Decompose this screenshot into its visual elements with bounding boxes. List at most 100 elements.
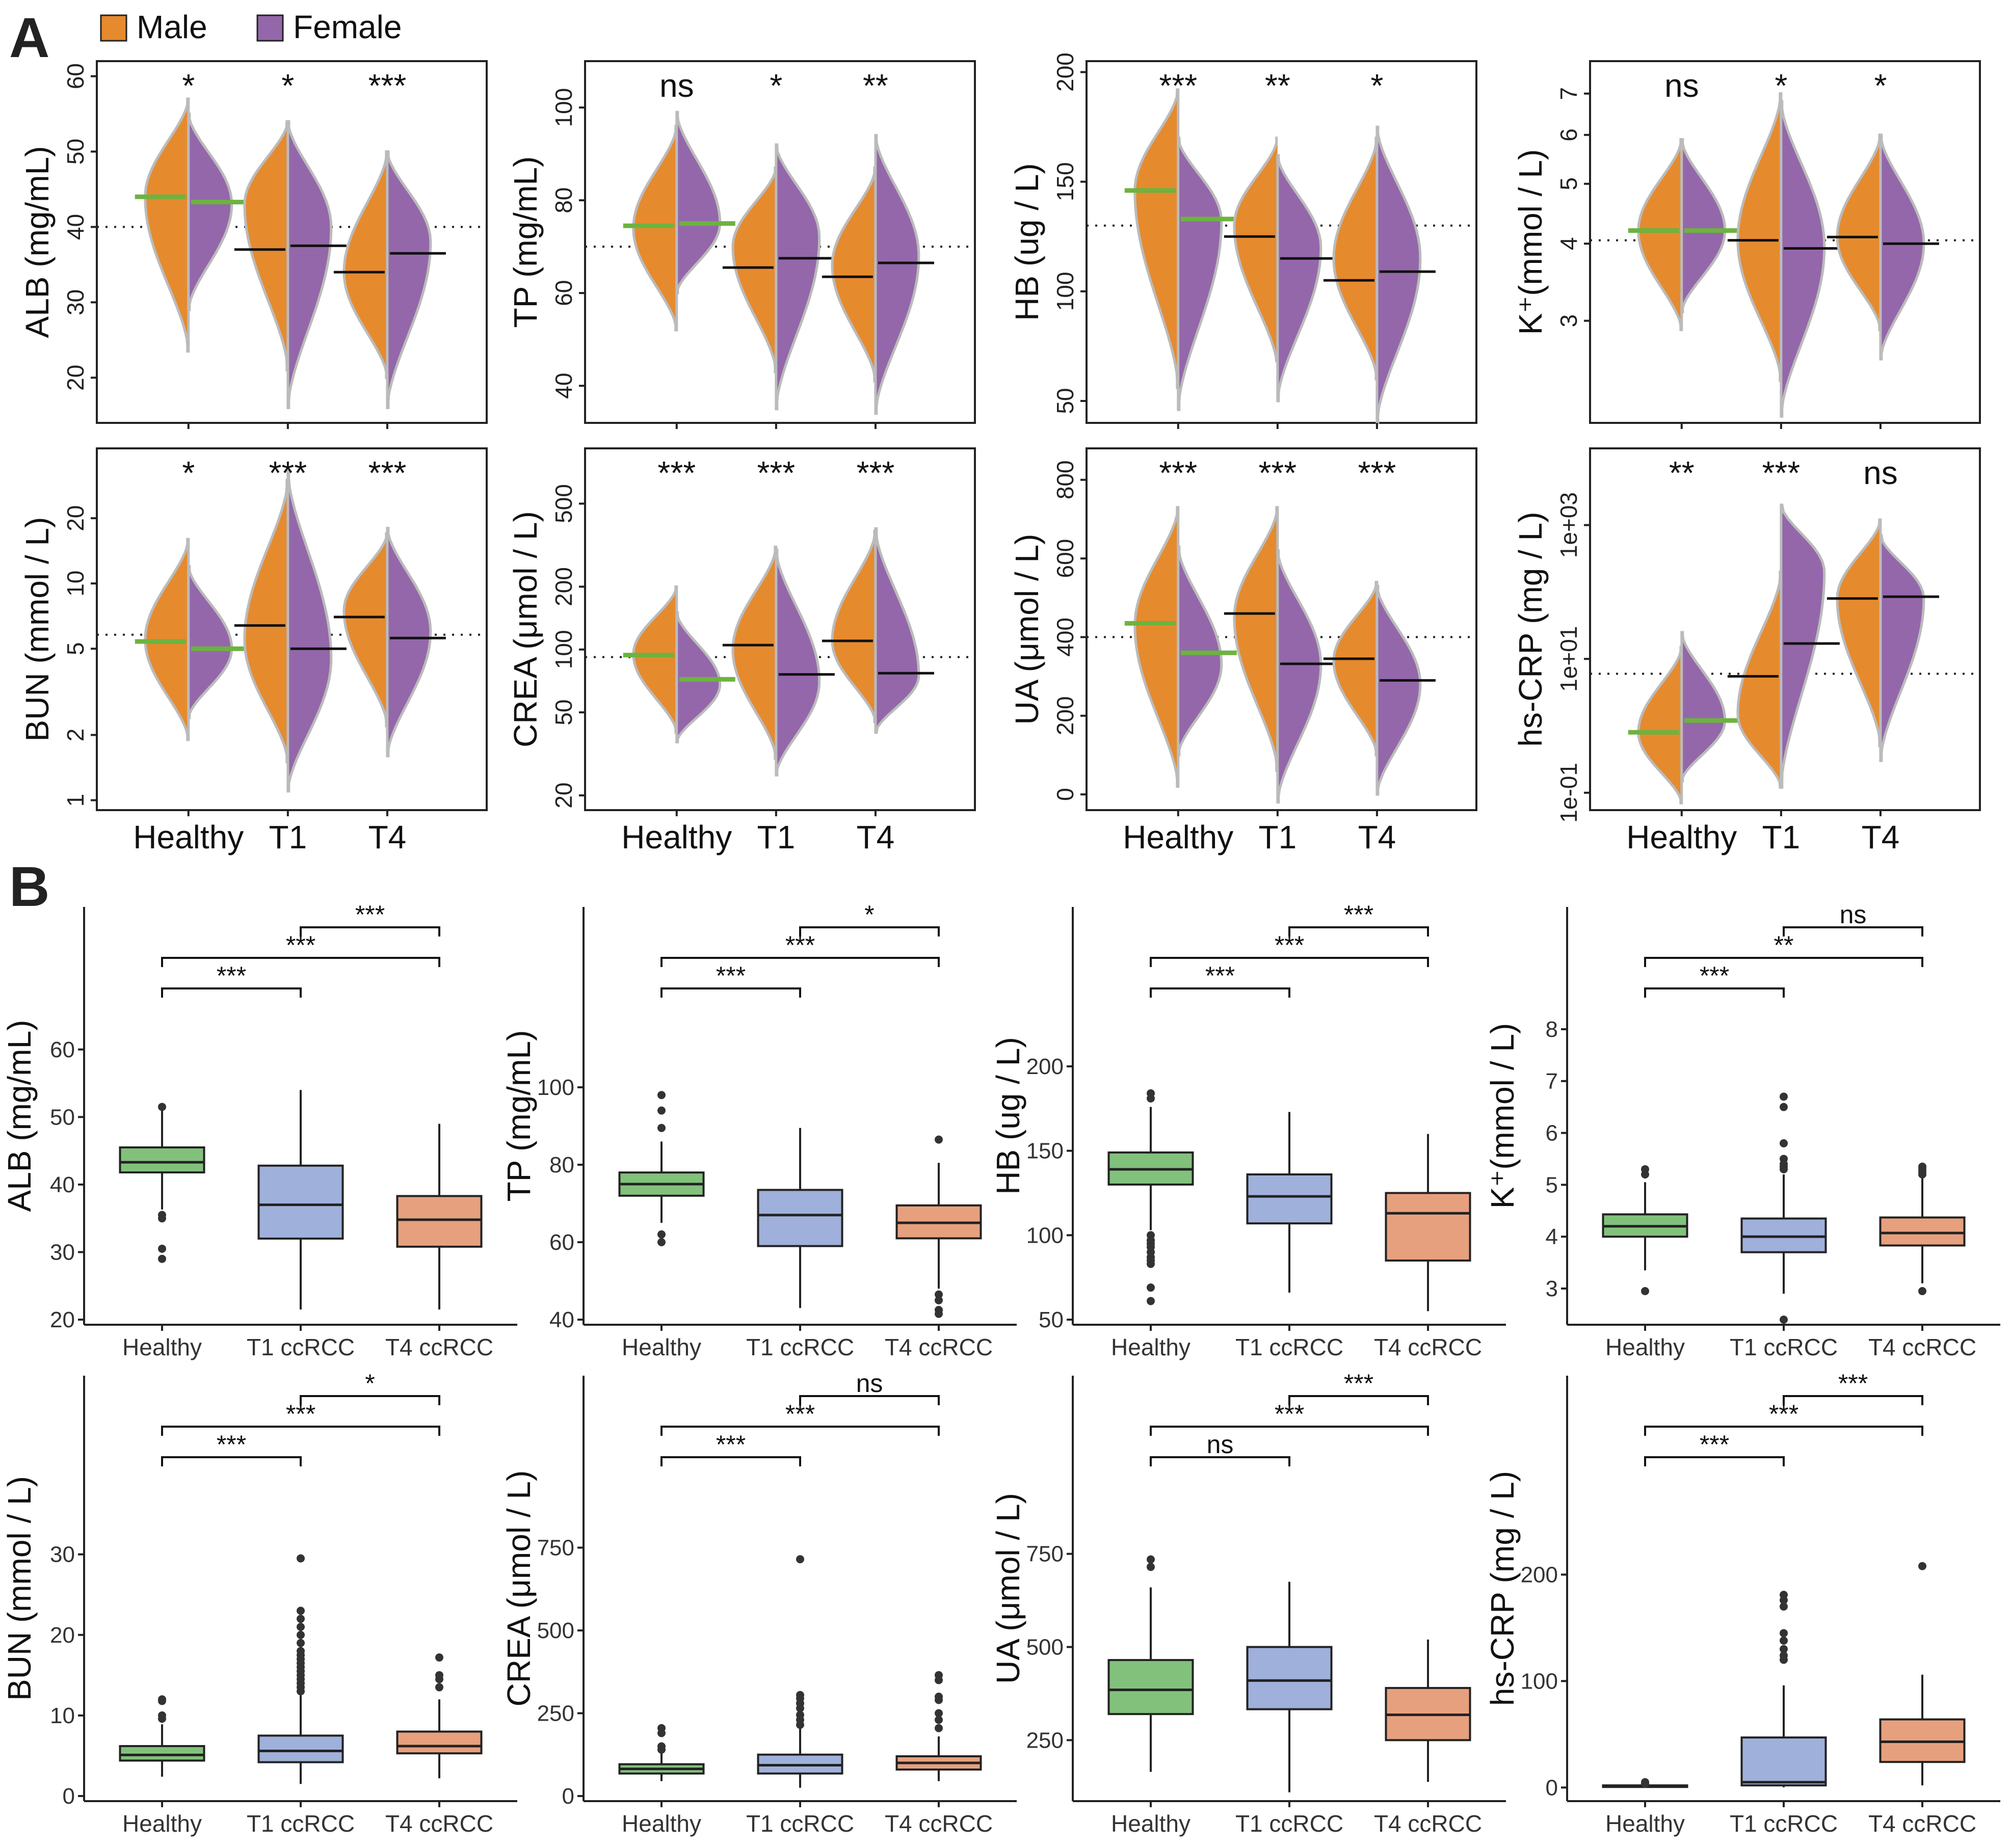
outlier-point	[1780, 1655, 1788, 1664]
y-tick-label: 100	[1521, 1669, 1558, 1694]
comparison-label: ns	[1840, 900, 1867, 929]
violin-half-female	[187, 565, 233, 719]
significance-label: **	[863, 67, 888, 104]
violin-half-female	[1780, 100, 1826, 418]
box	[1246, 1173, 1333, 1225]
y-tick-label: 2	[62, 729, 89, 742]
box-chart-B-UA: Healthy T1 ccRCC T4 ccRCC *** *** ns 250 500 750…	[990, 1369, 1506, 1837]
comparison-bracket	[300, 926, 440, 936]
box	[119, 1146, 205, 1174]
outlier-point	[935, 1716, 943, 1724]
y-tick-label: 200	[1052, 52, 1078, 92]
significance-label: ***	[1159, 454, 1197, 491]
violin-half-male	[632, 585, 678, 734]
comparison-bracket	[1644, 957, 1923, 967]
outlier-point	[1780, 1316, 1788, 1324]
comparison-label: ***	[1344, 1369, 1373, 1398]
violin-half-male	[144, 97, 190, 353]
outlier-point	[1918, 1287, 1926, 1296]
comparison-label: ***	[286, 931, 315, 959]
significance-label: ns	[659, 67, 694, 104]
x-tick-label: Healthy	[1605, 1334, 1685, 1360]
x-tick-label: Healthy	[1123, 819, 1233, 855]
significance-label: ***	[269, 454, 307, 491]
y-tick-label: 1e+03	[1555, 492, 1582, 558]
outlier-point	[297, 1606, 305, 1615]
violin-half-male	[1233, 506, 1279, 772]
y-tick-label: 40	[549, 1307, 574, 1332]
comparison-label: *	[365, 1369, 375, 1398]
significance-label: **	[1265, 67, 1290, 104]
y-tick-label: 150	[1026, 1139, 1064, 1164]
box	[1246, 1646, 1333, 1710]
y-tick-label: 500	[1026, 1635, 1064, 1660]
y-tick-label: 1	[62, 794, 89, 807]
y-tick-label: 250	[1026, 1728, 1064, 1753]
y-tick-label: 20	[50, 1307, 75, 1332]
comparison-label: *	[864, 900, 874, 929]
violin-half-female	[775, 143, 821, 411]
violin-half-female	[874, 134, 920, 415]
outlier-point	[935, 1709, 943, 1718]
y-tick-label: 40	[62, 214, 89, 240]
significance-label: *	[770, 67, 782, 104]
outlier-point	[158, 1715, 166, 1723]
violin-half-female	[775, 548, 821, 776]
comparison-bracket	[1783, 926, 1923, 936]
outlier-point	[1147, 1297, 1155, 1305]
comparison-bracket	[660, 1456, 801, 1466]
comparison-bracket	[660, 957, 940, 967]
outlier-point	[1641, 1170, 1649, 1179]
x-tick-label: T1 ccRCC	[746, 1810, 854, 1837]
violin-half-female	[1375, 125, 1422, 424]
significance-label: ***	[1762, 454, 1800, 491]
violin-half-male	[1836, 518, 1882, 747]
x-tick-label: T1 ccRCC	[1730, 1810, 1838, 1837]
box-chart-B-TP: Healthy T1 ccRCC T4 ccRCC*******406080100T…	[500, 900, 1017, 1360]
comparison-label: ***	[785, 1400, 815, 1428]
significance-label: ***	[657, 454, 696, 491]
box	[1385, 1192, 1471, 1262]
box-chart-B-K: Healthy T1 ccRCC T4 ccRCCns*****345678K⁺(m…	[1484, 900, 2000, 1360]
y-tick-label: 6	[1546, 1121, 1558, 1146]
violin-half-female	[1177, 137, 1223, 411]
x-tick-label: T4	[1358, 819, 1396, 855]
x-tick-label: T4	[368, 819, 407, 855]
violin-half-male	[731, 166, 778, 373]
y-axis-title: K⁺(mmol / L)	[1484, 1023, 1521, 1209]
outlier-point	[1780, 1092, 1788, 1101]
significance-label: **	[1669, 454, 1695, 491]
comparison-bracket	[300, 1395, 440, 1405]
significance-label: ns	[1863, 454, 1898, 491]
violin-half-male	[1233, 137, 1278, 363]
y-axis-title: BUN (mmol / L)	[19, 517, 56, 742]
legend-female-swatch	[256, 14, 284, 42]
y-tick-label: 500	[537, 1618, 574, 1643]
box-chart-B-hsCRP: Healthy T1 ccRCC T4 ccRCC *** *** *** 0 100 200h…	[1484, 1369, 2000, 1837]
y-tick-label: 60	[549, 1230, 574, 1255]
significance-label: *	[281, 67, 294, 104]
violin-half-male	[632, 124, 678, 332]
violin-half-male	[1637, 138, 1683, 331]
y-tick-label: 50	[550, 700, 577, 726]
outlier-point	[935, 1724, 943, 1732]
x-tick-label: Healthy	[1111, 1810, 1190, 1837]
comparison-label: ***	[1700, 1430, 1729, 1459]
comparison-bracket	[161, 957, 440, 967]
y-tick-label: 750	[537, 1536, 574, 1561]
outlier-point	[1641, 1287, 1649, 1296]
y-tick-label: 60	[50, 1037, 75, 1062]
violin-half-female	[1680, 138, 1727, 313]
outlier-point	[796, 1704, 804, 1712]
box	[1107, 1659, 1194, 1716]
outlier-point	[1780, 1645, 1788, 1653]
x-tick-label: Healthy	[122, 1810, 202, 1837]
legend-male-label: Male	[137, 9, 207, 45]
y-tick-label: 5	[1546, 1172, 1558, 1197]
comparison-bracket	[161, 1456, 302, 1466]
y-tick-label: 100	[550, 630, 577, 669]
comparison-label: ***	[217, 961, 246, 990]
outlier-point	[158, 1211, 166, 1219]
